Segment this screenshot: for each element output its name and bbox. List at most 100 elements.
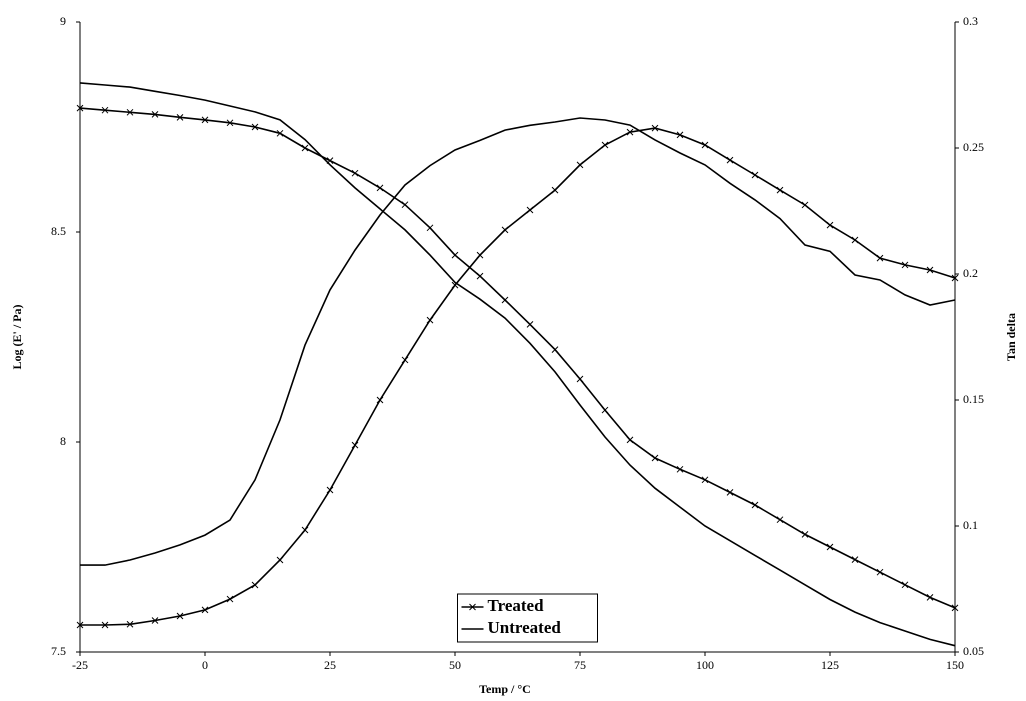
marker xyxy=(751,501,759,509)
marker xyxy=(926,266,934,274)
marker xyxy=(351,441,359,449)
marker xyxy=(951,604,959,612)
y2-tick-label: 0.15 xyxy=(963,392,984,406)
x-tick-label: 75 xyxy=(574,658,586,672)
marker xyxy=(326,486,334,494)
y-tick-label: 7.5 xyxy=(51,644,66,658)
marker xyxy=(651,454,659,462)
marker xyxy=(251,123,259,131)
y2-tick-label: 0.3 xyxy=(963,14,978,28)
marker xyxy=(851,236,859,244)
marker xyxy=(226,595,234,603)
marker xyxy=(451,251,459,259)
marker xyxy=(226,119,234,127)
marker xyxy=(526,321,534,328)
marker xyxy=(826,221,834,229)
marker xyxy=(776,516,784,524)
marker xyxy=(576,161,584,169)
marker xyxy=(376,184,384,192)
marker xyxy=(351,169,359,177)
x-tick-label: 100 xyxy=(696,658,714,672)
marker xyxy=(201,606,209,614)
x-tick-label: 0 xyxy=(202,658,208,672)
marker xyxy=(76,104,84,112)
y-tick-label: 8.5 xyxy=(51,224,66,238)
marker xyxy=(251,581,259,589)
x-tick-label: 25 xyxy=(324,658,336,672)
y2-tick-label: 0.1 xyxy=(963,518,978,532)
marker xyxy=(826,543,834,551)
marker xyxy=(601,406,609,414)
marker xyxy=(526,206,534,214)
marker xyxy=(576,375,584,383)
marker xyxy=(676,131,684,139)
marker xyxy=(301,526,309,534)
marker xyxy=(676,465,684,473)
marker xyxy=(551,346,559,353)
series-line xyxy=(80,127,956,626)
marker xyxy=(751,171,759,179)
marker xyxy=(726,489,734,496)
x-tick-label: 150 xyxy=(946,658,964,672)
y2-tick-label: 0.2 xyxy=(963,266,978,280)
marker xyxy=(101,621,109,629)
y-tick-label: 8 xyxy=(60,434,66,448)
marker xyxy=(501,226,509,234)
marker xyxy=(276,129,284,137)
x-tick-label: 125 xyxy=(821,658,839,672)
marker xyxy=(476,251,484,259)
marker xyxy=(901,261,909,269)
marker xyxy=(601,141,609,149)
y-tick-label: 9 xyxy=(60,14,66,28)
y-axis-title: Log (E' / Pa) xyxy=(10,304,24,369)
marker xyxy=(401,201,409,209)
series-line xyxy=(79,107,956,609)
marker xyxy=(301,144,309,152)
marker xyxy=(551,186,559,194)
marker xyxy=(651,124,659,132)
marker xyxy=(801,201,809,209)
marker xyxy=(201,116,209,124)
marker xyxy=(876,254,884,262)
marker xyxy=(626,128,634,136)
marker xyxy=(126,620,134,628)
y2-tick-label: 0.05 xyxy=(963,644,984,658)
marker xyxy=(851,556,859,563)
series-line xyxy=(80,117,956,566)
x-tick-label: 50 xyxy=(449,658,461,672)
legend-label: Treated xyxy=(488,596,545,615)
marker xyxy=(926,594,934,601)
marker xyxy=(376,396,384,404)
marker xyxy=(876,568,884,576)
marker xyxy=(801,531,809,538)
x-axis-title: Temp / °C xyxy=(479,682,531,696)
marker xyxy=(701,141,709,149)
marker xyxy=(76,621,84,629)
y2-tick-label: 0.25 xyxy=(963,140,984,154)
marker xyxy=(126,108,134,116)
legend-box xyxy=(457,593,598,643)
marker xyxy=(626,436,634,444)
legend-label: Untreated xyxy=(488,618,562,637)
marker xyxy=(401,356,409,364)
marker xyxy=(476,272,484,280)
marker xyxy=(426,224,434,232)
y2-axis-title: Tan delta xyxy=(1004,313,1018,361)
marker xyxy=(176,113,184,121)
marker xyxy=(176,612,184,620)
marker xyxy=(451,281,459,289)
marker xyxy=(151,111,159,118)
marker xyxy=(776,186,784,194)
marker xyxy=(151,617,159,624)
marker xyxy=(101,106,109,114)
series-line xyxy=(79,82,956,647)
marker xyxy=(426,316,434,324)
marker xyxy=(901,581,909,589)
marker xyxy=(501,296,509,304)
marker xyxy=(726,156,734,164)
legend-marker xyxy=(469,603,476,611)
marker xyxy=(951,274,959,282)
marker xyxy=(701,476,709,484)
marker xyxy=(276,556,284,564)
